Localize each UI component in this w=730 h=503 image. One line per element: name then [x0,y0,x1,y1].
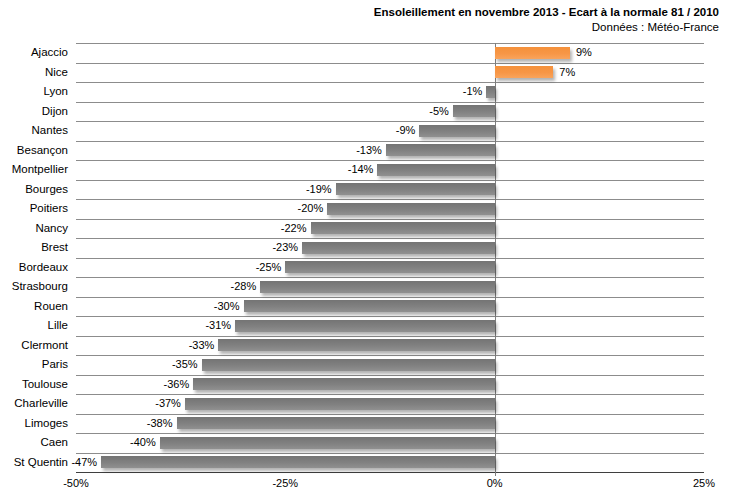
bar [177,417,495,429]
gridline [76,43,704,44]
bar-value-label: -1% [463,82,483,102]
chart-subtitle: Données : Météo-France [592,21,719,33]
bar [453,105,495,117]
gridline [76,141,704,142]
bar-value-label: -47% [71,453,97,473]
bar [495,66,554,78]
bar-value-label: -28% [231,277,257,297]
bar-value-label: -35% [172,355,198,375]
category-label: Nantes [0,121,70,141]
x-tick-label: -50% [63,477,89,489]
bar-value-label: -25% [256,258,282,278]
bar [101,456,495,468]
bar [218,339,494,351]
chart-title: Ensoleillement en novembre 2013 - Ecart … [374,6,719,18]
category-label: Dijon [0,102,70,122]
bar-value-label: -22% [281,219,307,239]
gridline [76,219,704,220]
bar-value-label: -14% [348,160,374,180]
zero-axis-line [495,43,496,476]
bar [260,281,495,293]
gridline [76,238,704,239]
category-label: Poitiers [0,199,70,219]
gridline [76,180,704,181]
bar-value-label: -37% [155,394,181,414]
gridline [76,277,704,278]
gridline [76,336,704,337]
category-label: Lyon [0,82,70,102]
bar-value-label: -36% [164,375,190,395]
bar [302,242,495,254]
gridline [76,199,704,200]
bar-value-label: -31% [205,316,231,336]
bar [235,320,495,332]
gridline [76,355,704,356]
bar [486,86,494,98]
bar-value-label: -30% [214,297,240,317]
category-label: Brest [0,238,70,258]
category-axis: AjaccioNiceLyonDijonNantesBesançonMontpe… [0,43,70,472]
category-label: Besançon [0,141,70,161]
category-label: Clermont [0,336,70,356]
bar-value-label: 9% [576,43,592,63]
bar-value-label: -38% [147,414,173,434]
category-label: Caen [0,433,70,453]
bar-value-label: -13% [356,141,382,161]
bar [419,125,494,137]
category-label: Nancy [0,219,70,239]
bar [185,398,495,410]
bar-value-label: 7% [559,63,575,83]
bar [386,144,495,156]
bar [160,437,495,449]
category-label: Strasbourg [0,277,70,297]
bar [193,378,494,390]
bar [327,203,495,215]
x-tick-label: 25% [693,477,715,489]
category-label: Rouen [0,297,70,317]
bar-value-label: -5% [429,102,449,122]
category-label: Montpellier [0,160,70,180]
bar-value-label: -19% [306,180,332,200]
gridline [76,433,704,434]
x-tick-label: -25% [272,477,298,489]
category-label: Lille [0,316,70,336]
gridline [76,82,704,83]
category-label: Paris [0,355,70,375]
category-label: Nice [0,63,70,83]
gridline [76,453,704,454]
bar [377,164,494,176]
bar-value-label: -23% [272,238,298,258]
gridline [76,102,704,103]
gridline [76,121,704,122]
bar-value-label: -40% [130,433,156,453]
bar-value-label: -9% [396,121,416,141]
bar-value-label: -20% [298,199,324,219]
gridline [76,297,704,298]
category-label: St Quentin [0,453,70,473]
category-label: Bourges [0,180,70,200]
bar [311,222,495,234]
bar-value-label: -33% [189,336,215,356]
x-axis-line [76,472,704,473]
category-label: Toulouse [0,375,70,395]
gridline [76,160,704,161]
gridline [76,258,704,259]
category-label: Ajaccio [0,43,70,63]
chart-canvas: Ensoleillement en novembre 2013 - Ecart … [0,0,730,503]
category-label: Charleville [0,394,70,414]
gridline [76,63,704,64]
x-axis: -50%-25%0%25% [76,477,704,493]
bar [202,359,495,371]
category-label: Limoges [0,414,70,434]
bar [244,300,495,312]
bar [285,261,494,273]
bar [336,183,495,195]
gridline [76,316,704,317]
plot-area: 9%7% -1% -5% -9% -13%-14% -19%-20%-22%-23%-25… [76,43,704,472]
category-label: Bordeaux [0,258,70,278]
x-tick-label: 0% [487,477,503,489]
bar [495,47,570,59]
